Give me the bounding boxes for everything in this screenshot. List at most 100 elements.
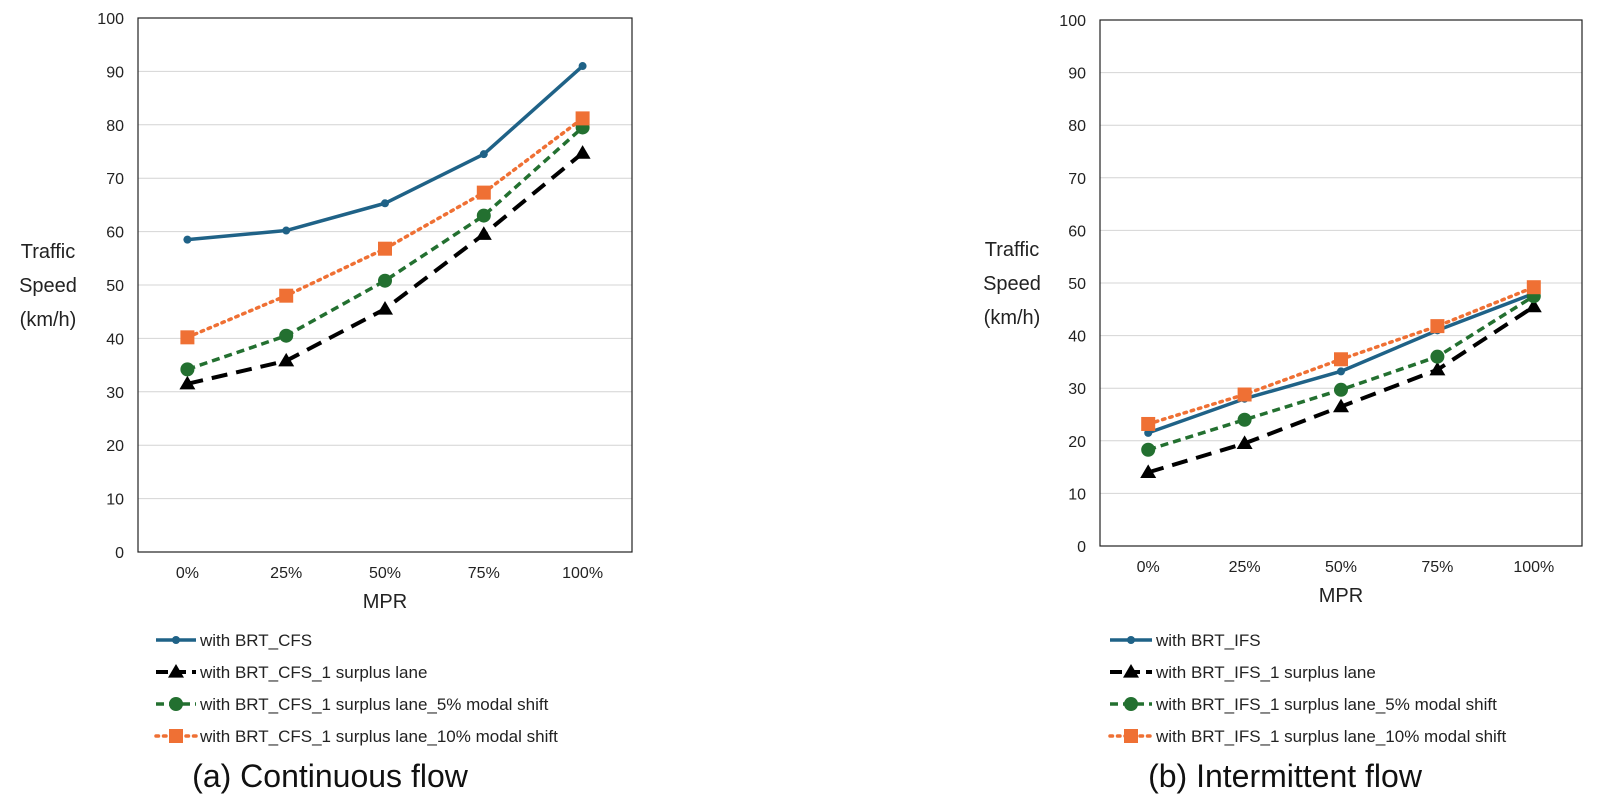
y-tick-label: 100 (1059, 13, 1086, 30)
data-point (1525, 298, 1542, 313)
data-point (1237, 412, 1252, 427)
data-point (279, 328, 294, 343)
y-axis-title-line: Traffic (985, 239, 1039, 261)
y-tick-label: 20 (106, 438, 124, 455)
legend-entry: with BRT_IFS (1110, 631, 1261, 650)
data-point (476, 208, 491, 223)
legend-label: with BRT_CFS_1 surplus lane_10% modal sh… (199, 727, 558, 746)
series-line (187, 64, 584, 242)
legend-marker (169, 697, 183, 711)
legend-label: with BRT_CFS_1 surplus lane_5% modal shi… (199, 695, 549, 714)
legend-label: with BRT_CFS (199, 631, 312, 650)
y-tick-label: 60 (1068, 223, 1086, 240)
y-tick-label: 90 (106, 64, 124, 81)
data-point (479, 150, 488, 159)
y-tick-label: 10 (1068, 486, 1086, 503)
x-tick-label: 25% (270, 565, 302, 582)
y-axis-title-line: (km/h) (20, 309, 77, 331)
data-point (476, 185, 491, 200)
x-tick-label: 75% (468, 565, 500, 582)
y-tick-label: 90 (1068, 66, 1086, 83)
x-tick-label: 50% (1325, 559, 1357, 576)
data-point (183, 235, 192, 244)
legend-entry: with BRT_CFS_1 surplus lane_10% modal sh… (154, 727, 558, 746)
data-point (381, 199, 389, 208)
legend-entry: with BRT_IFS_1 surplus lane_5% modal shi… (1110, 695, 1497, 714)
data-point (180, 362, 195, 377)
x-axis-title: MPR (363, 591, 407, 613)
data-point (179, 375, 196, 390)
x-tick-label: 75% (1421, 559, 1453, 576)
x-axis-title: MPR (1319, 585, 1363, 607)
legend-marker (1123, 664, 1139, 678)
plot-area-border (137, 17, 633, 553)
data-point (1334, 352, 1348, 367)
legend-entry: with BRT_IFS_1 surplus lane (1110, 663, 1376, 682)
y-tick-label: 0 (1077, 539, 1086, 556)
data-point (1430, 319, 1445, 334)
y-axis-title-line: (km/h) (984, 307, 1041, 329)
data-point (1337, 367, 1345, 376)
y-tick-label: 80 (1068, 118, 1086, 135)
legend-marker (172, 636, 180, 644)
legend-marker (168, 664, 184, 678)
data-point (278, 352, 295, 367)
series-2 (180, 120, 590, 377)
legend-marker (1124, 729, 1138, 743)
y-tick-label: 30 (106, 385, 124, 402)
series-line (186, 151, 584, 386)
x-tick-label: 0% (1137, 559, 1160, 576)
data-point (180, 330, 195, 345)
legend-entry: with BRT_CFS_1 surplus lane_5% modal shi… (156, 695, 549, 714)
y-tick-label: 80 (106, 118, 124, 135)
y-tick-label: 70 (106, 171, 124, 188)
plot-area-border (1099, 19, 1583, 547)
x-tick-label: 100% (1513, 559, 1554, 576)
legend-marker (1127, 636, 1135, 644)
series-2 (1141, 289, 1541, 457)
legend-label: with BRT_IFS_1 surplus lane_10% modal sh… (1155, 727, 1507, 746)
data-point (279, 288, 294, 303)
y-axis-title-line: Speed (19, 275, 77, 297)
y-tick-label: 40 (1068, 329, 1086, 346)
chart-panel-0: 0 10 20 30 40 50 60 70 80 90 100 0% 25% 50% 75% 100% MPR… (19, 11, 633, 794)
y-tick-label: 50 (106, 278, 124, 295)
data-point (1526, 280, 1541, 295)
series-3 (180, 111, 590, 345)
legend-entry: with BRT_CFS_1 surplus lane (156, 663, 427, 682)
legend-entry: with BRT_IFS_1 surplus lane_10% modal sh… (1108, 727, 1507, 746)
legend-label: with BRT_CFS_1 surplus lane (199, 663, 427, 682)
y-tick-label: 0 (115, 545, 124, 562)
data-point (475, 226, 492, 240)
legend-marker (169, 729, 183, 743)
panel-caption: (b) Intermittent flow (1148, 758, 1423, 794)
series-3 (1141, 280, 1541, 431)
series-line (186, 126, 584, 372)
x-tick-label: 50% (369, 565, 401, 582)
series-1 (179, 145, 591, 390)
data-point (574, 145, 591, 159)
data-point (578, 62, 587, 71)
y-tick-label: 30 (1068, 381, 1086, 398)
data-point (378, 241, 392, 256)
data-point (1141, 442, 1156, 457)
y-axis-title-line: Traffic (21, 241, 75, 263)
legend-label: with BRT_IFS_1 surplus lane (1155, 663, 1376, 682)
legend-label: with BRT_IFS (1155, 631, 1261, 650)
data-point (1140, 464, 1157, 478)
data-point (378, 273, 392, 288)
y-tick-label: 50 (1068, 276, 1086, 293)
series-1 (1140, 298, 1542, 478)
y-tick-label: 40 (106, 331, 124, 348)
legend-entry: with BRT_CFS (156, 631, 312, 650)
data-point (1429, 361, 1446, 376)
panel-caption: (a) Continuous flow (192, 758, 469, 794)
data-point (377, 301, 393, 315)
legend-label: with BRT_IFS_1 surplus lane_5% modal shi… (1155, 695, 1497, 714)
y-tick-label: 10 (106, 492, 124, 509)
legend-marker (1124, 697, 1138, 711)
data-point (1430, 349, 1445, 364)
data-point (575, 111, 590, 126)
y-tick-label: 20 (1068, 434, 1086, 451)
